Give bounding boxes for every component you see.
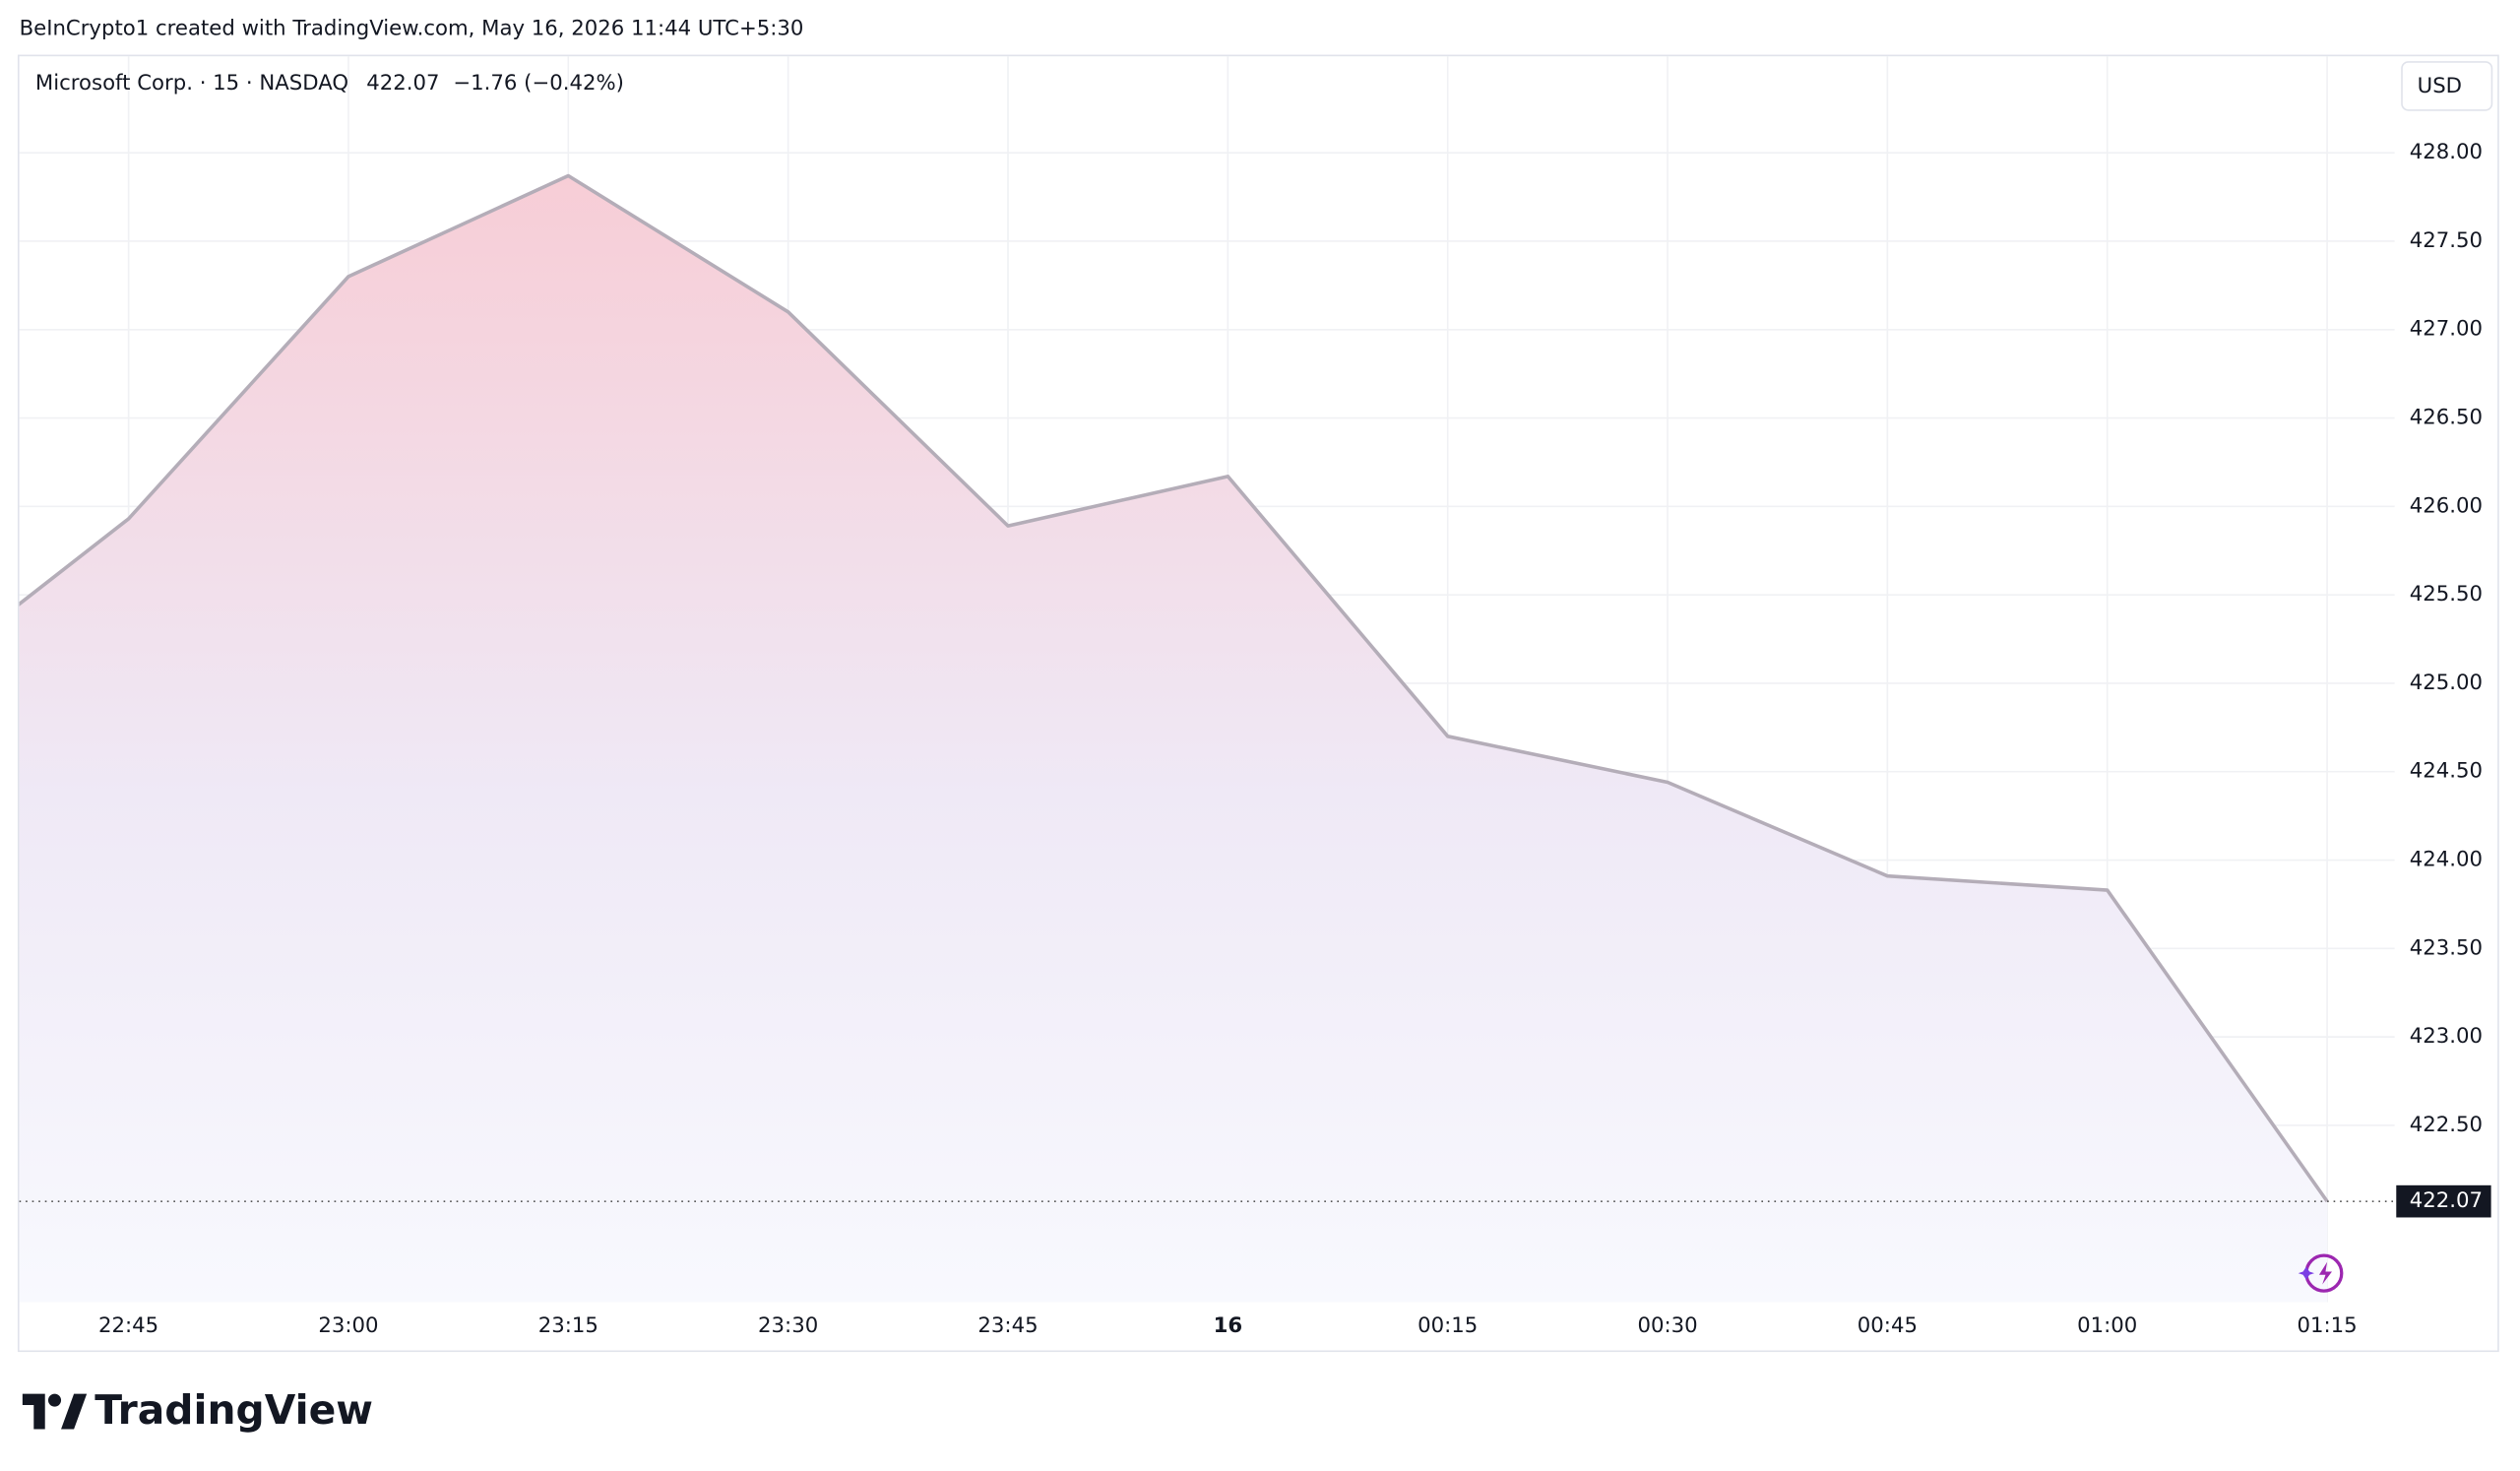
legend-last: 422.07	[366, 71, 439, 96]
x-tick-label: 23:30	[758, 1313, 818, 1338]
y-tick-label: 428.00	[2410, 140, 2483, 164]
logo-mark	[22, 1393, 88, 1430]
last-price-label: 422.07	[2410, 1188, 2483, 1213]
x-tick-label: 00:30	[1637, 1313, 1697, 1338]
credit: BeInCrypto1 created with TradingView.com…	[20, 16, 804, 40]
x-tick-label: 23:00	[318, 1313, 378, 1338]
y-tick-label: 424.00	[2410, 848, 2483, 872]
currency-button[interactable]	[2401, 61, 2493, 111]
x-tick-label: 23:15	[538, 1313, 598, 1338]
y-tick-label: 423.00	[2410, 1024, 2483, 1049]
x-tick-label: 23:45	[977, 1313, 1038, 1338]
y-tick-label: 426.00	[2410, 493, 2483, 518]
currency[interactable]: USD	[2418, 74, 2462, 98]
y-tick-label: 422.50	[2410, 1113, 2483, 1137]
chart-frame	[17, 54, 2499, 1353]
y-tick-label: 426.50	[2410, 406, 2483, 430]
x-tick-label: 22:45	[98, 1313, 158, 1338]
x-tick-label: 01:00	[2077, 1313, 2137, 1338]
y-tick-label: 425.50	[2410, 582, 2483, 607]
y-tick-label: 424.50	[2410, 759, 2483, 784]
price-line	[19, 173, 2329, 1203]
y-tick-label: 423.50	[2410, 935, 2483, 960]
x-tick-label: 16	[1214, 1313, 1243, 1338]
last-price-box	[2396, 1184, 2491, 1218]
y-tick-label: 427.50	[2410, 228, 2483, 253]
x-tick-label: 00:15	[1418, 1313, 1478, 1338]
legend-change: −1.76 (−0.42%)	[453, 71, 624, 96]
ai-icon[interactable]	[2298, 1253, 2344, 1293]
x-tick-label: 01:15	[2298, 1313, 2358, 1338]
area-fill	[19, 175, 2328, 1303]
plot	[19, 173, 2395, 1303]
legend-symbol: Microsoft Corp. · 15 · NASDAQ	[35, 71, 348, 96]
axes: 422.50 423.00 423.50 424.00 424.50 425.00 425.…	[98, 140, 2491, 1338]
x-tick-label: 00:45	[1858, 1313, 1918, 1338]
y-tick-label: 427.00	[2410, 317, 2483, 342]
y-tick-label: 425.00	[2410, 671, 2483, 695]
logo: TradingView	[94, 1386, 373, 1434]
